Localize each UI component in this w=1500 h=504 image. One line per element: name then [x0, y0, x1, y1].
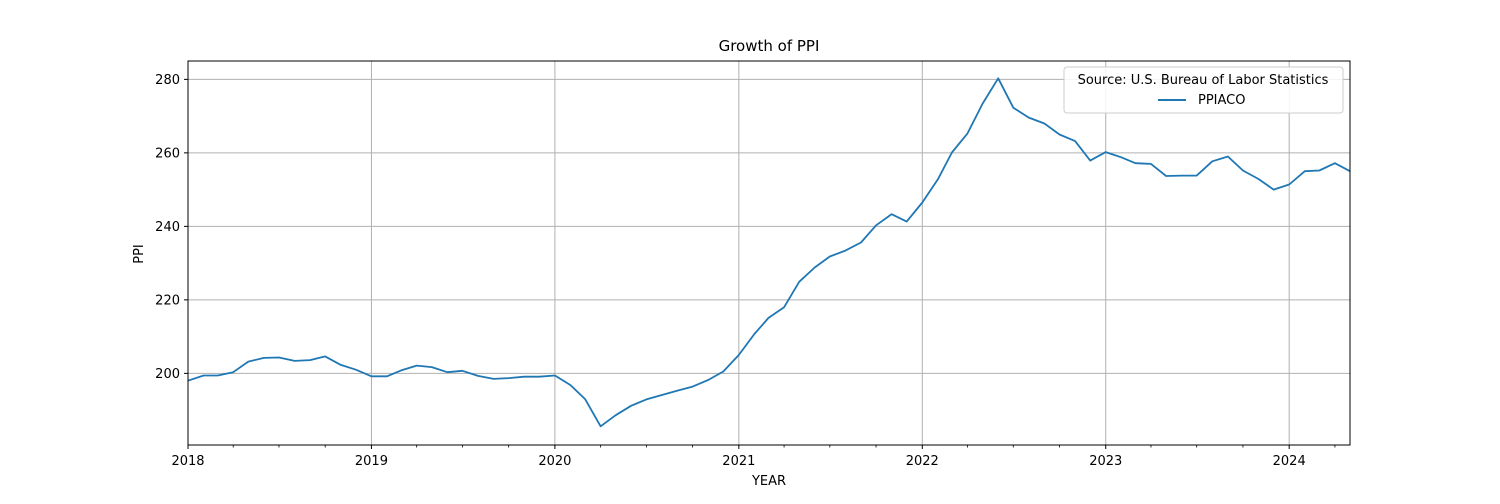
x-axis: 2018 2019 2020 2021 2022 2023 2024 [171, 445, 1336, 469]
y-tick-label: 280 [155, 73, 180, 88]
x-tick-label: 2020 [538, 454, 571, 469]
y-tick-label: 200 [155, 367, 180, 382]
series-layer [187, 77, 1351, 428]
legend-title: Source: U.S. Bureau of Labor Statistics [1078, 73, 1329, 88]
x-axis-label: YEAR [751, 474, 786, 489]
x-tick-label: 2018 [171, 454, 204, 469]
x-tick-label: 2023 [1089, 454, 1122, 469]
x-tick-label: 2022 [906, 454, 939, 469]
grid-lines [187, 61, 1350, 445]
plot-frame [187, 60, 1351, 446]
y-axis: 200 220 240 260 280 [155, 73, 188, 382]
x-tick-label: 2024 [1273, 454, 1306, 469]
legend-box [1063, 66, 1344, 114]
series-line-ppiaco [187, 77, 1351, 428]
chart-title: Growth of PPI [719, 37, 820, 55]
y-axis-label: PPI [132, 244, 147, 264]
y-tick-label: 260 [155, 146, 180, 161]
x-tick-label: 2021 [722, 454, 755, 469]
y-tick-label: 220 [155, 293, 180, 308]
legend-entry-label: PPIACO [1198, 93, 1246, 108]
legend: Source: U.S. Bureau of Labor Statistics … [1063, 66, 1344, 114]
x-tick-label: 2019 [355, 454, 388, 469]
y-tick-label: 240 [155, 220, 180, 235]
